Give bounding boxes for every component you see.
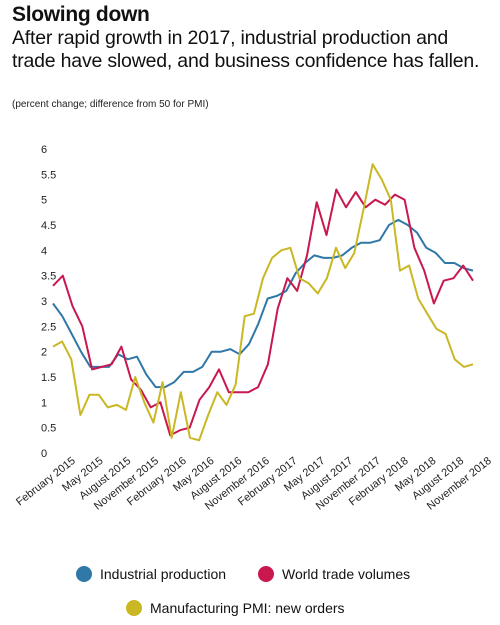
y-axis: 0 0.5 1 1.5 2 2.5 3 3.5 4 4.5 5 5.5 6 [41,144,56,460]
y-tick-label: 5 [41,195,47,207]
series-line-industrial-production [52,218,474,389]
y-tick-label: 4.5 [41,220,56,232]
legend-label: World trade volumes [282,566,411,582]
series-line-manufacturing-pmi-new-orders [52,163,474,442]
series-lines [52,163,474,442]
y-tick-label: 1 [41,397,47,409]
legend-label: Industrial production [100,566,227,582]
series-line-world-trade-volumes [52,188,474,437]
chart-units-note: (percent change; difference from 50 for … [12,99,209,110]
y-tick-label: 5.5 [41,169,56,181]
chart-subtitle: After rapid growth in 2017, industrial p… [12,27,480,72]
y-tick-label: 0.5 [41,423,56,435]
legend-swatch-manufacturing-pmi [126,600,142,616]
legend-item-world-trade-volumes: World trade volumes [258,566,410,582]
y-tick-label: 2 [41,347,47,359]
y-tick-label: 0 [41,448,47,460]
y-tick-label: 2.5 [41,321,56,333]
y-tick-label: 1.5 [41,372,56,384]
y-tick-label: 3 [41,296,47,308]
y-tick-label: 3.5 [41,271,56,283]
legend-swatch-world-trade-volumes [258,566,274,582]
chart-title: Slowing down [12,3,150,26]
legend-item-manufacturing-pmi: Manufacturing PMI: new orders [126,600,345,616]
legend-label: Manufacturing PMI: new orders [150,600,345,616]
legend-item-industrial-production: Industrial production [76,566,226,582]
y-tick-label: 4 [41,245,47,257]
legend-swatch-industrial-production [76,566,92,582]
y-tick-label: 6 [41,144,47,156]
